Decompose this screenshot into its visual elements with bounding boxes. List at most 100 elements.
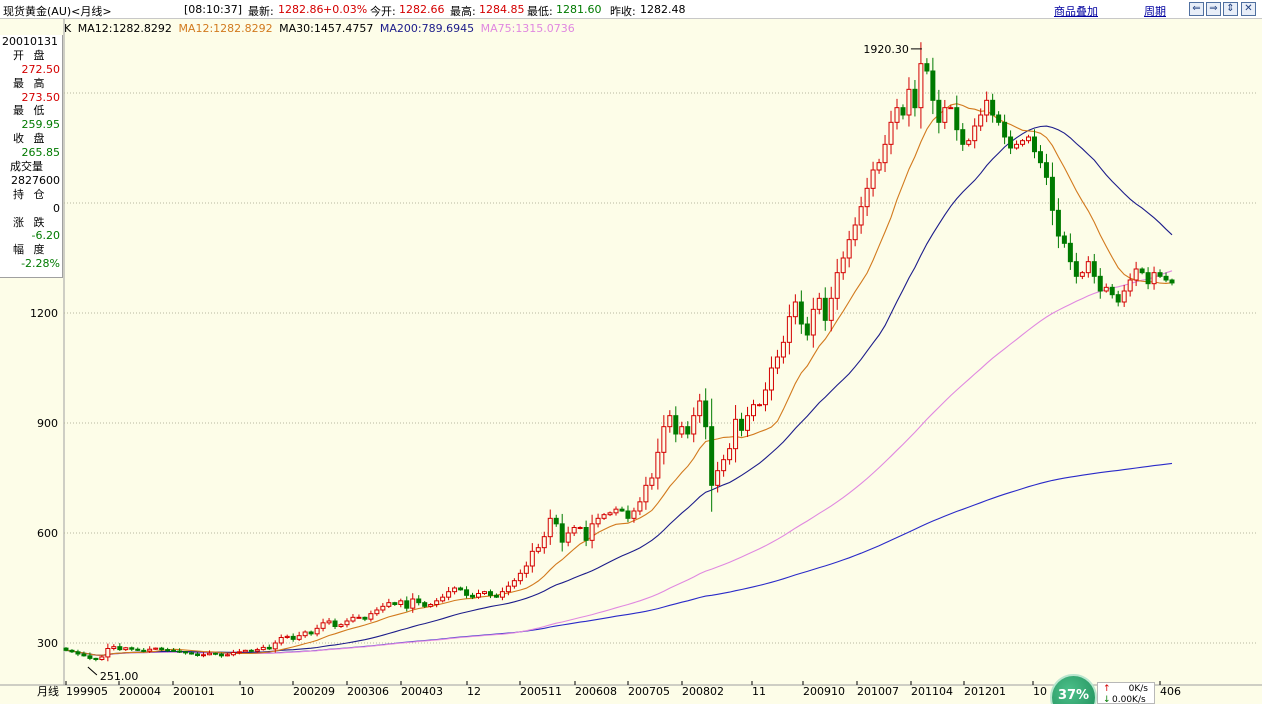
- candle-body: [302, 631, 308, 637]
- candle-body: [254, 649, 260, 652]
- change-pct: +0.03%: [323, 3, 368, 16]
- low-value: 1281.60: [556, 3, 602, 16]
- candle-body: [1031, 136, 1037, 153]
- candle-body: [816, 297, 822, 310]
- open-label: 开 盘: [13, 48, 48, 62]
- candle-body: [655, 451, 661, 479]
- candle-body: [768, 367, 774, 391]
- x-tick-label: 200511: [520, 685, 562, 698]
- candle-body: [505, 585, 511, 593]
- candle-body: [1014, 143, 1020, 149]
- candle-body: [834, 272, 840, 299]
- x-tick-label: 200101: [173, 685, 215, 698]
- candle-body: [745, 415, 751, 431]
- candle-body: [1055, 209, 1061, 237]
- overlay-commodity-link[interactable]: 商品叠加: [1054, 5, 1098, 18]
- chart-grid: [0, 19, 1262, 686]
- candle-body: [559, 523, 565, 543]
- candle-body: [493, 594, 499, 598]
- candle-body: [320, 622, 326, 629]
- high-value: 1284.85: [479, 3, 525, 16]
- candle-body: [888, 121, 894, 145]
- candle-body: [195, 653, 201, 656]
- upload-speed: 0K/s: [1128, 684, 1148, 694]
- change-value: -6.20: [31, 229, 60, 243]
- low-label: 最低:: [527, 5, 553, 18]
- legend-item-ma12: MA12:1282.8292: [178, 22, 273, 35]
- candle-body: [1008, 136, 1014, 149]
- candle-body: [476, 593, 482, 598]
- candle-body: [553, 517, 559, 525]
- candle-body: [972, 125, 978, 142]
- candle-body: [1067, 242, 1073, 263]
- candle-body: [212, 652, 218, 655]
- candle-body: [1091, 261, 1097, 277]
- prev-close-value: 1282.48: [640, 3, 686, 16]
- candle-body: [344, 620, 350, 626]
- arrow-left-icon[interactable]: ⇐: [1189, 2, 1204, 16]
- candle-body: [1157, 272, 1163, 277]
- legend-item-ma200: MA200:789.6945: [379, 22, 475, 35]
- close-icon[interactable]: ✕: [1241, 2, 1256, 16]
- candle-body: [798, 301, 804, 325]
- candle-body: [171, 649, 177, 652]
- arrow-right-icon[interactable]: ⇒: [1206, 2, 1221, 16]
- instrument-title: 现货黄金(AU)<月线>: [3, 5, 112, 18]
- candle-body: [416, 598, 422, 604]
- candle-body: [577, 527, 583, 529]
- candle-body: [380, 605, 386, 611]
- candle-body: [1079, 272, 1085, 277]
- upload-arrow-icon: ↑: [1103, 684, 1111, 694]
- candle-body: [63, 647, 69, 651]
- candle-body: [189, 652, 195, 655]
- y-tick-label: 300: [37, 637, 58, 650]
- candle-body: [201, 654, 207, 657]
- download-speed: 0.00K/s: [1112, 695, 1146, 704]
- candle-body: [470, 594, 476, 598]
- candle-body: [900, 107, 906, 116]
- low-value: 259.95: [21, 118, 61, 132]
- candle-body: [1026, 136, 1032, 142]
- candle-body: [338, 624, 344, 628]
- candle-body: [876, 162, 882, 171]
- candle-body: [135, 648, 141, 651]
- candle-body: [111, 646, 117, 650]
- resize-icon[interactable]: ⇕: [1223, 2, 1238, 16]
- candlestick-chart[interactable]: 300 600 900 1200 月线 199905 200004 200101 10 2002…: [0, 19, 1262, 704]
- candle-body: [1097, 275, 1103, 292]
- close-label: 收 盘: [13, 132, 48, 146]
- x-tick-label: 201104: [911, 685, 953, 698]
- candle-body: [284, 635, 290, 639]
- min-annotation-arrow: [87, 666, 98, 676]
- candle-body: [326, 620, 332, 624]
- candle-body: [332, 620, 338, 627]
- y-tick-label: 900: [37, 417, 58, 430]
- max-annotation-label: 1920.30: [863, 43, 909, 56]
- candle-body: [673, 415, 679, 435]
- candle-body: [822, 297, 828, 321]
- candle-body: [870, 169, 876, 189]
- candle-body: [631, 510, 637, 519]
- candle-body: [1139, 268, 1145, 274]
- candle-body: [649, 477, 655, 486]
- candle-body: [703, 400, 709, 428]
- candle-body: [511, 580, 517, 587]
- candle-body: [846, 239, 852, 259]
- ma200-line: [65, 462, 1173, 657]
- candle-body: [637, 501, 643, 512]
- legend-prefix: K: [64, 22, 72, 35]
- candle-body: [272, 642, 278, 650]
- legend-item-ma12-black: MA12:1282.8292: [77, 22, 172, 35]
- period-link[interactable]: 周期: [1144, 5, 1166, 18]
- candle-body: [428, 604, 434, 607]
- candle-body: [290, 635, 296, 640]
- position-label: 持 仓: [13, 187, 48, 201]
- candle-body: [230, 652, 236, 656]
- candle-body: [224, 654, 230, 657]
- candle-body: [697, 400, 703, 417]
- candle-body: [1121, 290, 1127, 303]
- candle-body: [248, 649, 254, 652]
- x-tick-label: 200910: [803, 685, 845, 698]
- candle-body: [667, 415, 673, 428]
- candle-body: [410, 598, 416, 609]
